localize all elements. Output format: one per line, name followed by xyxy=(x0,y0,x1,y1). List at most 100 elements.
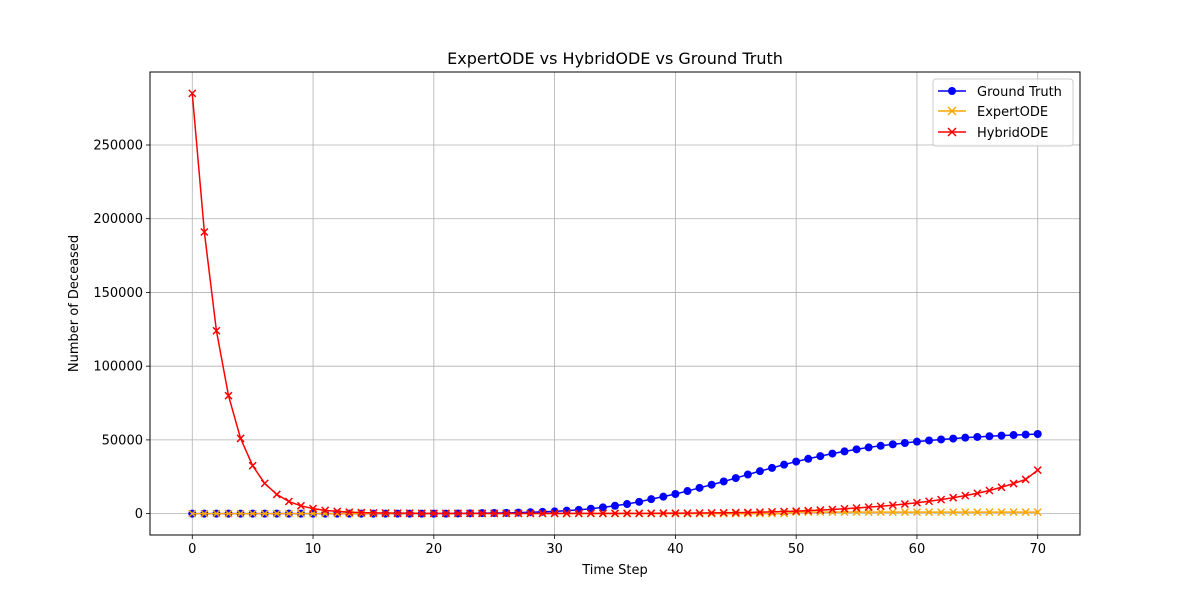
data-point-hybridode xyxy=(900,500,909,509)
data-point-hybridode xyxy=(792,507,801,516)
data-point-ground-truth xyxy=(743,470,752,479)
x-tick-label: 50 xyxy=(788,542,805,557)
legend-marker-ground-truth xyxy=(948,87,956,95)
legend-label-hybridode: HybridODE xyxy=(977,126,1048,141)
data-point-hybridode xyxy=(816,506,825,515)
data-point-ground-truth xyxy=(695,483,704,492)
data-point-expertode xyxy=(296,509,306,518)
data-point-hybridode xyxy=(912,498,921,507)
y-tick-label: 100000 xyxy=(93,360,143,375)
series-group xyxy=(188,89,1042,518)
data-point-expertode xyxy=(937,508,946,517)
data-point-hybridode xyxy=(369,508,378,517)
data-point-hybridode xyxy=(357,508,366,517)
data-point-expertode xyxy=(997,508,1006,517)
data-point-hybridode xyxy=(200,227,209,237)
data-point-hybridode xyxy=(393,509,402,518)
x-axis-label: Time Step xyxy=(581,563,648,578)
data-point-ground-truth xyxy=(598,503,607,512)
data-point-hybridode xyxy=(1033,466,1042,475)
data-point-ground-truth xyxy=(1033,429,1042,438)
data-point-hybridode xyxy=(973,489,982,498)
data-point-hybridode xyxy=(767,507,777,516)
data-point-hybridode xyxy=(635,509,644,518)
x-tick-label: 10 xyxy=(305,542,322,557)
data-point-hybridode xyxy=(647,509,656,518)
data-point-hybridode xyxy=(780,507,789,516)
legend: Ground Truth ExpertODE HybridODE xyxy=(932,78,1074,147)
data-point-hybridode xyxy=(405,509,414,518)
data-point-hybridode xyxy=(755,508,764,517)
data-point-expertode xyxy=(236,509,245,518)
data-point-ground-truth xyxy=(623,500,632,509)
data-point-ground-truth xyxy=(876,441,885,450)
data-point-ground-truth xyxy=(888,440,897,449)
data-point-expertode xyxy=(212,509,221,518)
data-point-hybridode xyxy=(309,504,318,513)
data-point-hybridode xyxy=(610,509,620,518)
data-point-hybridode xyxy=(345,508,354,517)
data-point-hybridode xyxy=(888,501,897,510)
data-point-ground-truth xyxy=(925,436,934,445)
data-point-hybridode xyxy=(598,509,607,518)
data-point-ground-truth xyxy=(647,495,656,504)
y-tick-label: 150000 xyxy=(93,286,143,301)
data-point-hybridode xyxy=(224,391,233,400)
axis-ticks: 0 10 20 30 40 50 60 70 0 50000 100000 150000 200000 2… xyxy=(93,138,1046,557)
data-point-ground-truth xyxy=(671,490,680,499)
data-point-expertode xyxy=(284,509,293,518)
data-point-hybridode xyxy=(623,509,632,518)
data-point-hybridode xyxy=(321,506,330,515)
data-point-ground-truth xyxy=(816,452,825,461)
data-point-hybridode xyxy=(417,509,426,518)
data-point-hybridode xyxy=(490,509,499,518)
x-tick-label: 60 xyxy=(909,542,926,557)
data-point-ground-truth xyxy=(1009,431,1018,440)
x-tick-label: 30 xyxy=(546,542,563,557)
y-tick-label: 0 xyxy=(135,507,143,522)
data-point-expertode xyxy=(912,508,921,517)
data-point-hybridode xyxy=(441,509,450,518)
data-point-expertode xyxy=(755,509,764,518)
data-point-expertode xyxy=(224,509,233,518)
data-point-ground-truth xyxy=(912,437,921,446)
data-point-hybridode xyxy=(562,509,571,518)
y-tick-label: 50000 xyxy=(102,433,143,448)
data-point-hybridode xyxy=(828,505,837,514)
data-point-hybridode xyxy=(188,89,197,98)
data-point-ground-truth xyxy=(719,477,728,486)
data-point-hybridode xyxy=(1021,475,1030,484)
data-point-hybridode xyxy=(985,486,994,495)
data-point-expertode xyxy=(949,508,958,517)
data-point-ground-truth xyxy=(852,445,861,454)
x-tick-label: 40 xyxy=(667,542,684,557)
data-point-ground-truth xyxy=(864,443,873,452)
data-point-expertode xyxy=(973,508,982,517)
data-point-expertode xyxy=(1021,508,1030,517)
data-point-hybridode xyxy=(743,508,752,517)
data-point-ground-truth xyxy=(611,501,619,510)
data-point-ground-truth xyxy=(1021,430,1030,439)
data-point-hybridode xyxy=(683,509,692,518)
data-point-hybridode xyxy=(731,508,740,517)
data-point-hybridode xyxy=(296,501,306,510)
data-point-ground-truth xyxy=(840,447,849,456)
data-point-ground-truth xyxy=(961,433,970,442)
chart-title: ExpertODE vs HybridODE vs Ground Truth xyxy=(447,49,783,68)
legend-label-expertode: ExpertODE xyxy=(977,105,1048,120)
data-point-ground-truth xyxy=(755,467,764,476)
data-point-hybridode xyxy=(864,503,873,512)
data-point-hybridode xyxy=(876,502,885,511)
y-axis-label: Number of Deceased xyxy=(67,235,82,372)
data-point-hybridode xyxy=(550,509,559,518)
data-point-hybridode xyxy=(961,491,970,500)
data-point-hybridode xyxy=(671,509,680,518)
data-point-expertode xyxy=(188,509,197,518)
data-point-ground-truth xyxy=(997,431,1006,440)
legend-entry-expertode: ExpertODE xyxy=(938,105,1048,120)
data-point-ground-truth xyxy=(937,435,946,444)
data-point-hybridode xyxy=(284,497,293,506)
data-point-hybridode xyxy=(804,506,813,515)
